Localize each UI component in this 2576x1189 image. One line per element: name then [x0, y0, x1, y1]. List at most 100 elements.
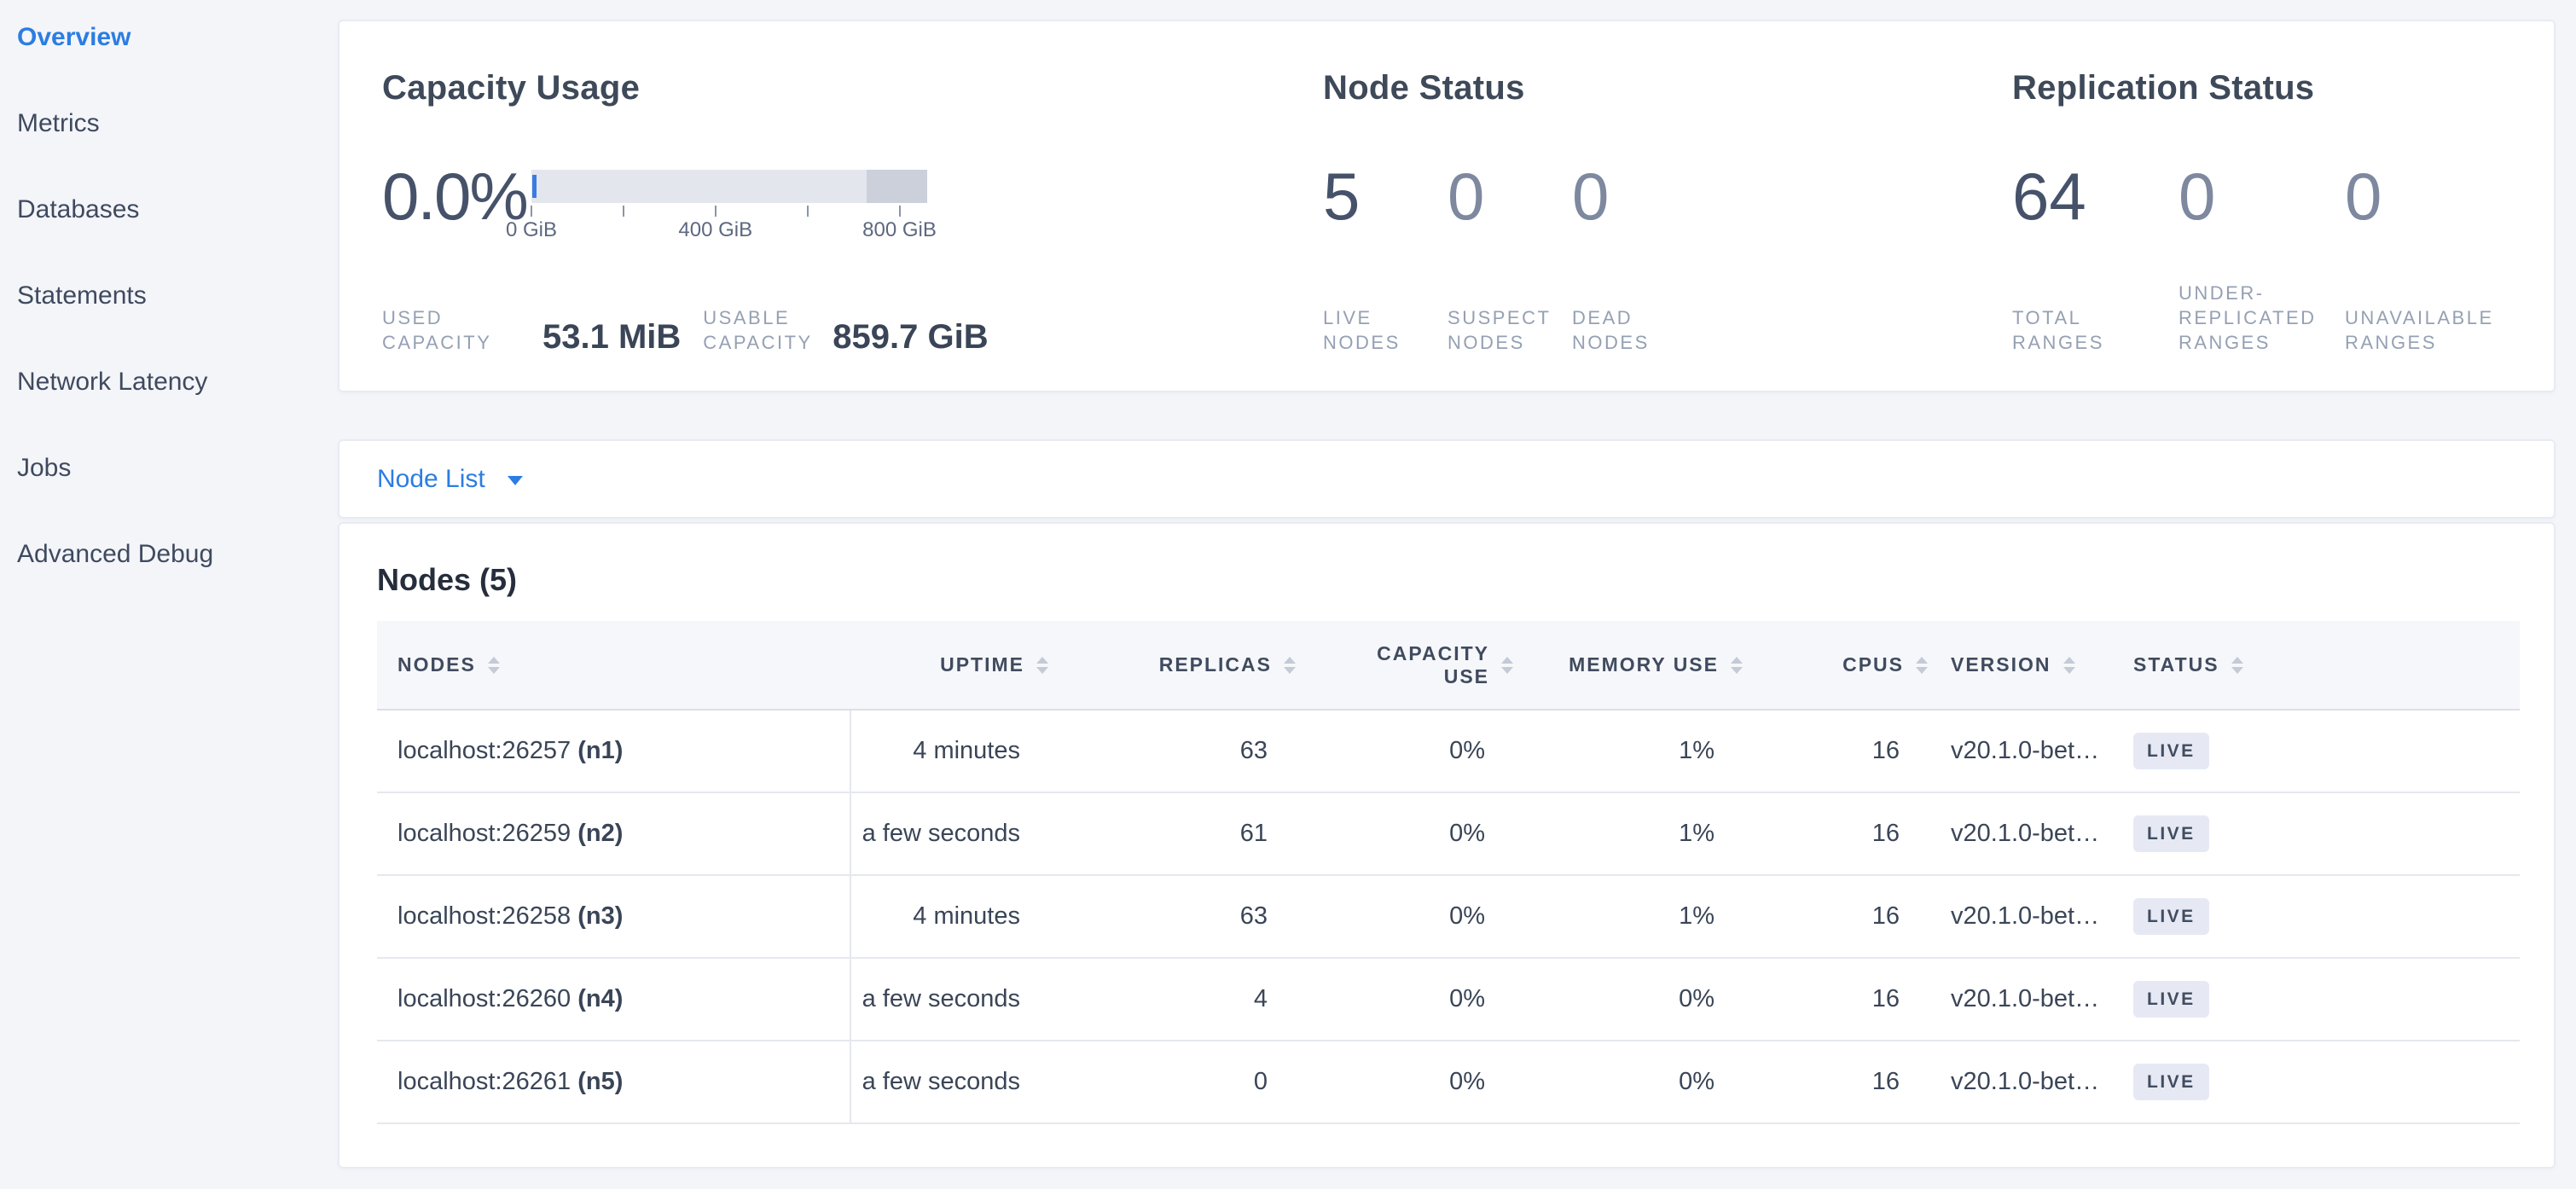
view-selector-card: Node List: [338, 439, 2556, 519]
node-status-title: Node Status: [1323, 69, 1525, 107]
version-text: v20.1.0-bet…: [1934, 1041, 2113, 1124]
node-link[interactable]: localhost:26257 (n1): [397, 737, 624, 764]
capacity-use-cell: 0%: [1302, 793, 1519, 876]
cpus-cell: 16: [1749, 959, 1934, 1041]
nodes-table-card: Nodes (5) NODES UPTIME REPLICAS: [338, 522, 2556, 1169]
cluster-summary-card: Capacity Usage 0.0%: [338, 20, 2556, 392]
capacity-percent-value: 0.0%: [382, 159, 529, 234]
capacity-bar-reserved-segment: [867, 170, 927, 203]
sidebar: Overview Metrics Databases Statements Ne…: [0, 0, 338, 625]
version-text: v20.1.0-bet…: [1934, 793, 2113, 876]
column-header-replicas[interactable]: REPLICAS: [1054, 621, 1302, 710]
sidebar-item-metrics[interactable]: Metrics: [17, 109, 100, 137]
used-capacity-value: 53.1 MiB: [542, 318, 682, 356]
sidebar-item-databases[interactable]: Databases: [17, 195, 140, 223]
cpus-cell: 16: [1749, 793, 1934, 876]
under-replicated-ranges-value: 0: [2179, 159, 2216, 234]
cpus-cell: 16: [1749, 710, 1934, 793]
replicas-cell: 63: [1054, 876, 1302, 959]
live-nodes-value: 5: [1323, 159, 1361, 234]
node-link[interactable]: localhost:26259 (n2): [397, 820, 624, 847]
column-header-status[interactable]: STATUS: [2113, 621, 2520, 710]
uptime-cell: 4 minutes: [851, 876, 1054, 959]
suspect-nodes-label: SUSPECT NODES: [1448, 307, 1552, 353]
capacity-bar-used-indicator: [532, 175, 537, 198]
main-content: Capacity Usage 0.0%: [338, 0, 2556, 1189]
sidebar-item-network-latency[interactable]: Network Latency: [17, 368, 208, 396]
table-row: localhost:26260 (n4) a few seconds 4 0% …: [377, 959, 2520, 1041]
column-header-uptime[interactable]: UPTIME: [851, 621, 1054, 710]
usable-capacity-label: USABLE CAPACITY: [703, 307, 813, 353]
capacity-use-cell: 0%: [1302, 710, 1519, 793]
capacity-gauge: 0.0% 0 GiB 400 GiB: [382, 161, 1089, 244]
table-row: localhost:26259 (n2) a few seconds 61 0%…: [377, 793, 2520, 876]
memory-use-cell: 0%: [1519, 1041, 1749, 1124]
dead-nodes-value: 0: [1572, 159, 1610, 234]
sidebar-item-overview[interactable]: Overview: [17, 23, 131, 51]
cpus-cell: 16: [1749, 1041, 1934, 1124]
sidebar-item-statements[interactable]: Statements: [17, 281, 147, 310]
table-row: localhost:26258 (n3) 4 minutes 63 0% 1% …: [377, 876, 2520, 959]
status-badge: LIVE: [2133, 1064, 2209, 1100]
axis-label-0gib: 0 GiB: [505, 218, 558, 241]
total-ranges-label: TOTAL RANGES: [2012, 307, 2104, 353]
replication-status-title: Replication Status: [2012, 69, 2315, 107]
replication-status-section: Replication Status 64 0 0 TOTAL RANGES U…: [2012, 67, 2511, 355]
version-text: v20.1.0-bet…: [1934, 876, 2113, 959]
capacity-use-cell: 0%: [1302, 876, 1519, 959]
uptime-cell: a few seconds: [851, 959, 1054, 1041]
column-header-cpus[interactable]: CPUS: [1749, 621, 1934, 710]
sidebar-item-jobs[interactable]: Jobs: [17, 454, 72, 482]
sort-icon: [1916, 656, 1928, 674]
axis-label-800gib: 800 GiB: [862, 218, 937, 241]
sidebar-item-advanced-debug[interactable]: Advanced Debug: [17, 540, 214, 568]
node-status-metrics: 5 0 0 LIVE NODES SUSPECT NODES DEAD NODE…: [1323, 161, 1710, 355]
under-replicated-ranges-label: UNDER-REPLICATED RANGES: [2179, 282, 2317, 353]
capacity-usage-title: Capacity Usage: [382, 69, 641, 107]
capacity-axis-labels: 0 GiB 400 GiB 800 GiB: [506, 218, 937, 244]
node-list-dropdown[interactable]: Node List: [377, 464, 523, 495]
uptime-cell: a few seconds: [851, 1041, 1054, 1124]
replicas-cell: 61: [1054, 793, 1302, 876]
nodes-table: NODES UPTIME REPLICAS CAPACITY USE MEMOR…: [377, 621, 2520, 1124]
node-status-section: Node Status 5 0 0 LIVE NODES SUSPECT NOD…: [1323, 67, 1710, 355]
node-link[interactable]: localhost:26260 (n4): [397, 985, 624, 1012]
capacity-bar-chart: 0 GiB 400 GiB 800 GiB: [506, 170, 937, 244]
capacity-stats: USED CAPACITY 53.1 MiB USABLE CAPACITY 8…: [382, 305, 1089, 355]
cpus-cell: 16: [1749, 876, 1934, 959]
live-nodes-label: LIVE NODES: [1323, 307, 1401, 353]
replicas-cell: 4: [1054, 959, 1302, 1041]
version-text: v20.1.0-bet…: [1934, 959, 2113, 1041]
sort-icon: [2063, 656, 2075, 674]
column-header-nodes[interactable]: NODES: [377, 621, 851, 710]
capacity-bar: [531, 170, 927, 203]
replicas-cell: 63: [1054, 710, 1302, 793]
status-badge: LIVE: [2133, 815, 2209, 852]
status-badge: LIVE: [2133, 981, 2209, 1018]
replication-metrics: 64 0 0 TOTAL RANGES UNDER-REPLICATED RAN…: [2012, 161, 2511, 355]
uptime-cell: a few seconds: [851, 793, 1054, 876]
axis-label-400gib: 400 GiB: [678, 218, 753, 241]
sort-icon: [1501, 656, 1513, 674]
column-header-memory-use[interactable]: MEMORY USE: [1519, 621, 1749, 710]
memory-use-cell: 1%: [1519, 710, 1749, 793]
capacity-usage-section: Capacity Usage 0.0%: [382, 67, 1089, 355]
sort-icon: [1036, 656, 1048, 674]
node-link[interactable]: localhost:26258 (n3): [397, 902, 624, 930]
sort-icon: [2231, 656, 2243, 674]
node-list-dropdown-label: Node List: [377, 464, 485, 493]
memory-use-cell: 0%: [1519, 959, 1749, 1041]
memory-use-cell: 1%: [1519, 876, 1749, 959]
capacity-use-cell: 0%: [1302, 959, 1519, 1041]
node-link[interactable]: localhost:26261 (n5): [397, 1068, 624, 1095]
replicas-cell: 0: [1054, 1041, 1302, 1124]
status-badge: LIVE: [2133, 733, 2209, 769]
capacity-use-cell: 0%: [1302, 1041, 1519, 1124]
column-header-version[interactable]: VERSION: [1934, 621, 2113, 710]
memory-use-cell: 1%: [1519, 793, 1749, 876]
column-header-capacity-use[interactable]: CAPACITY USE: [1302, 621, 1519, 710]
sort-icon: [1731, 656, 1743, 674]
usable-capacity-value: 859.7 GiB: [833, 318, 989, 356]
uptime-cell: 4 minutes: [851, 710, 1054, 793]
unavailable-ranges-label: UNAVAILABLE RANGES: [2345, 307, 2494, 353]
